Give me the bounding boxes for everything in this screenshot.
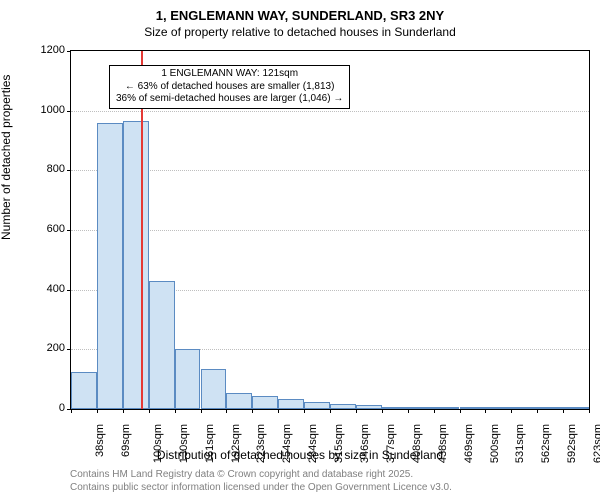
annotation-box: 1 ENGLEMANN WAY: 121sqm← 63% of detached… bbox=[109, 65, 350, 109]
chart-title-address: 1, ENGLEMANN WAY, SUNDERLAND, SR3 2NY bbox=[0, 8, 600, 23]
annotation-line: 36% of semi-detached houses are larger (… bbox=[116, 93, 343, 106]
histogram-bar bbox=[408, 407, 434, 409]
y-ticks: 020040060080010001200 bbox=[25, 50, 70, 410]
annotation-line: 1 ENGLEMANN WAY: 121sqm bbox=[116, 68, 343, 81]
histogram-bar bbox=[71, 372, 97, 409]
gridline bbox=[71, 230, 589, 231]
annotation-line: ← 63% of detached houses are smaller (1,… bbox=[116, 81, 343, 94]
y-tick-mark bbox=[67, 111, 71, 112]
y-tick-mark bbox=[67, 170, 71, 171]
histogram-bar bbox=[175, 349, 201, 409]
y-tick-label: 1200 bbox=[25, 44, 65, 56]
y-tick-mark bbox=[67, 349, 71, 350]
attribution-hmlr: Contains HM Land Registry data © Crown c… bbox=[70, 469, 413, 480]
histogram-bar bbox=[356, 405, 382, 409]
histogram-bar bbox=[511, 407, 537, 409]
x-axis-label: Distribution of detached houses by size … bbox=[0, 448, 600, 462]
y-tick-label: 0 bbox=[25, 402, 65, 414]
gridline bbox=[71, 170, 589, 171]
histogram-bar bbox=[304, 402, 330, 409]
plot-area: 1 ENGLEMANN WAY: 121sqm← 63% of detached… bbox=[70, 50, 590, 410]
histogram-bar bbox=[460, 407, 486, 409]
histogram-bar bbox=[537, 407, 563, 409]
histogram-bar bbox=[226, 393, 252, 409]
chart-subtitle: Size of property relative to detached ho… bbox=[0, 25, 600, 39]
y-tick-label: 200 bbox=[25, 342, 65, 354]
y-tick-mark bbox=[67, 51, 71, 52]
histogram-bar bbox=[563, 407, 589, 409]
y-tick-mark bbox=[67, 230, 71, 231]
histogram-bar bbox=[278, 399, 304, 409]
y-axis-label: Number of detached properties bbox=[0, 75, 13, 240]
y-tick-label: 800 bbox=[25, 163, 65, 175]
histogram-bar bbox=[485, 407, 511, 409]
y-tick-label: 600 bbox=[25, 223, 65, 235]
y-tick-label: 400 bbox=[25, 283, 65, 295]
y-tick-mark bbox=[67, 290, 71, 291]
histogram-bar bbox=[149, 281, 175, 409]
histogram-bar bbox=[201, 369, 227, 409]
histogram-bar bbox=[330, 404, 356, 409]
histogram-bar bbox=[123, 121, 149, 409]
attribution-ogl: Contains public sector information licen… bbox=[70, 482, 452, 493]
histogram-bar bbox=[252, 396, 278, 409]
y-tick-label: 1000 bbox=[25, 104, 65, 116]
histogram-bar bbox=[434, 407, 460, 409]
histogram-bar bbox=[97, 123, 123, 409]
histogram-bar bbox=[382, 407, 408, 409]
gridline bbox=[71, 111, 589, 112]
